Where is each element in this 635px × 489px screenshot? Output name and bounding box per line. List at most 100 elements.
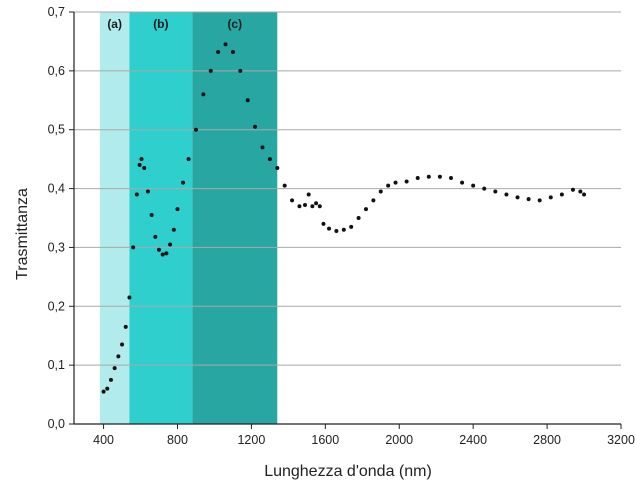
data-point <box>493 189 498 194</box>
y-tick-label: 0,1 <box>48 358 65 372</box>
data-point <box>238 68 243 73</box>
region-band-1 <box>99 12 130 424</box>
points-layer <box>101 42 587 394</box>
data-point <box>448 175 453 180</box>
data-point <box>112 366 117 371</box>
data-point <box>186 157 191 162</box>
data-point <box>282 183 287 188</box>
y-tick-label: 0,2 <box>48 299 65 313</box>
data-point <box>153 234 158 239</box>
data-point <box>145 189 150 194</box>
data-point <box>123 324 128 329</box>
data-point <box>386 183 391 188</box>
data-point <box>230 50 235 55</box>
x-tick-label: 2800 <box>533 433 561 447</box>
data-point <box>426 174 431 179</box>
data-point <box>201 92 206 97</box>
data-point <box>131 245 136 250</box>
data-point <box>260 145 265 150</box>
data-point <box>371 198 376 203</box>
data-point <box>393 180 398 185</box>
data-point <box>504 192 509 197</box>
data-point <box>482 186 487 191</box>
y-tick-label: 0,5 <box>48 123 65 137</box>
data-point <box>216 50 221 55</box>
data-point <box>157 247 162 252</box>
data-point <box>378 189 383 194</box>
x-tick-label: 2000 <box>385 433 413 447</box>
data-point <box>134 192 139 197</box>
data-point <box>363 207 368 212</box>
data-point <box>208 68 213 73</box>
data-point <box>334 228 339 233</box>
data-point <box>471 183 476 188</box>
x-tick-label: 800 <box>167 433 188 447</box>
data-point <box>578 189 583 194</box>
x-tick-label: 2400 <box>459 433 487 447</box>
data-point <box>515 195 520 200</box>
data-point <box>317 204 322 209</box>
axes-layer <box>73 12 621 425</box>
data-point <box>356 216 361 220</box>
y-tick-label: 0,0 <box>48 417 65 431</box>
data-point <box>245 98 250 103</box>
data-point <box>306 192 311 197</box>
data-point <box>181 180 186 185</box>
y-tick-label: 0,4 <box>48 182 65 196</box>
data-point <box>101 389 106 394</box>
data-point <box>327 226 332 231</box>
data-point <box>302 203 307 208</box>
region-label-1: (a) <box>107 17 122 31</box>
data-point <box>137 163 142 168</box>
regions-layer <box>99 12 278 424</box>
data-point <box>108 377 113 382</box>
data-point <box>193 127 198 132</box>
data-point <box>160 252 165 257</box>
data-point <box>223 42 228 47</box>
region-labels-layer: (a) (b) (c) <box>107 17 242 31</box>
data-point <box>314 201 319 206</box>
data-point <box>349 224 354 229</box>
data-point <box>526 197 531 202</box>
data-point <box>164 251 169 256</box>
grid-layer <box>74 11 621 366</box>
x-tick-label: 400 <box>93 433 114 447</box>
data-point <box>310 204 315 209</box>
data-point <box>341 227 346 232</box>
x-tick-label: 1600 <box>311 433 339 447</box>
data-point <box>171 227 176 232</box>
region-band-2 <box>129 12 193 424</box>
data-point <box>582 192 587 197</box>
data-point <box>437 174 442 179</box>
data-point <box>267 157 272 162</box>
y-tick-label: 0,3 <box>48 240 65 254</box>
data-point <box>321 221 326 226</box>
y-tick-label: 0,6 <box>48 64 65 78</box>
data-point <box>415 175 420 180</box>
data-point <box>297 204 302 209</box>
region-band-3 <box>192 12 278 424</box>
data-point <box>127 295 132 300</box>
data-point <box>559 192 564 197</box>
data-point <box>537 198 542 203</box>
data-point <box>175 207 180 212</box>
x-tick-label: 1200 <box>237 433 265 447</box>
data-point <box>290 198 295 203</box>
x-axis-title: Lunghezza d'onda (nm) <box>264 463 432 480</box>
ticks-layer: 400 800 1200 1600 2000 2400 2800 3200 0,0 0,1 0,2 0… <box>48 5 635 447</box>
data-point <box>105 386 110 391</box>
data-point <box>139 157 144 162</box>
data-point <box>116 354 121 359</box>
data-point <box>404 179 409 184</box>
y-tick-label: 0,7 <box>48 5 65 19</box>
data-point <box>149 213 154 218</box>
region-label-3: (c) <box>227 17 242 31</box>
data-point <box>275 165 280 170</box>
data-point <box>570 187 575 192</box>
data-point <box>120 342 125 347</box>
data-point <box>253 124 258 129</box>
y-axis-title: Trasmittanza <box>14 188 31 280</box>
data-point <box>548 195 553 200</box>
